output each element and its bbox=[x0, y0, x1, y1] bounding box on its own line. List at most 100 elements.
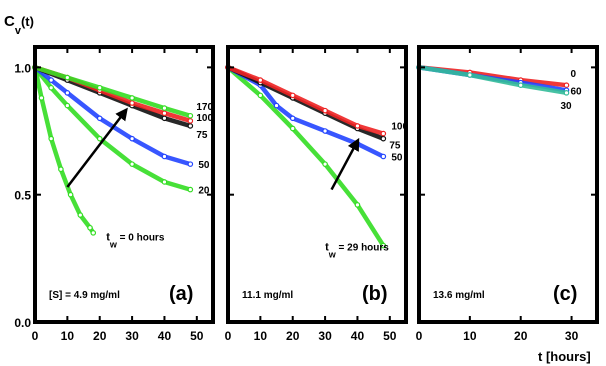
series-end-label: 75 bbox=[196, 130, 208, 141]
tw-annotation-sub: w bbox=[109, 240, 118, 250]
data-point bbox=[48, 84, 54, 91]
data-point bbox=[187, 118, 194, 124]
data-point bbox=[67, 191, 74, 198]
y-axis-label-main: C bbox=[4, 13, 15, 30]
series-end-label: 75 bbox=[389, 141, 401, 152]
series-end-label: 60 bbox=[570, 86, 582, 97]
data-point bbox=[257, 77, 264, 83]
data-point bbox=[161, 179, 168, 185]
x-tick-label: 30 bbox=[125, 329, 139, 343]
data-point bbox=[322, 107, 328, 114]
data-point bbox=[289, 92, 296, 99]
panel-label: (b) bbox=[362, 283, 388, 305]
data-point bbox=[187, 161, 194, 167]
tw-annotation: tw = 0 hours bbox=[106, 232, 165, 250]
annotation-arrow bbox=[330, 137, 360, 191]
x-tick-label: 0 bbox=[225, 329, 232, 343]
data-point bbox=[96, 84, 103, 91]
data-point bbox=[563, 82, 570, 88]
data-point bbox=[322, 128, 328, 134]
tw-annotation-main: t bbox=[106, 232, 110, 244]
data-point bbox=[563, 90, 570, 96]
data-point bbox=[380, 153, 387, 160]
series-end-label: 100 bbox=[196, 113, 213, 124]
y-tick-label: 0.0 bbox=[14, 316, 31, 330]
data-point bbox=[129, 100, 135, 106]
tw-annotation-suffix: = 29 hours bbox=[336, 243, 390, 254]
data-point bbox=[187, 123, 194, 129]
data-point bbox=[87, 224, 93, 231]
y-axis-label-arg: (t) bbox=[21, 14, 34, 29]
data-point bbox=[187, 112, 194, 119]
data-point bbox=[161, 105, 168, 111]
x-tick-label: 0 bbox=[416, 329, 423, 343]
data-point bbox=[64, 102, 71, 109]
x-tick-label: 30 bbox=[318, 329, 332, 343]
concentration-label: [S] = 4.9 mg/ml bbox=[49, 290, 120, 301]
y-axis-label-sub: v bbox=[15, 25, 22, 37]
data-point bbox=[161, 153, 168, 160]
data-point bbox=[58, 166, 64, 173]
series-end-label: 100 bbox=[391, 122, 408, 133]
data-point bbox=[354, 123, 361, 129]
tw-annotation-sub: w bbox=[328, 250, 337, 260]
data-point bbox=[161, 115, 168, 122]
series-end-label: 20 bbox=[198, 186, 210, 197]
x-tick-label: 50 bbox=[383, 329, 397, 343]
series-end-label: 50 bbox=[391, 152, 403, 163]
data-point bbox=[380, 242, 387, 249]
x-tick-label: 40 bbox=[158, 329, 172, 343]
data-point bbox=[257, 92, 264, 99]
x-tick-label: 30 bbox=[565, 329, 579, 343]
x-tick-label: 20 bbox=[286, 329, 300, 343]
data-point bbox=[77, 212, 84, 218]
panel-label: (a) bbox=[169, 283, 193, 305]
data-point bbox=[289, 125, 296, 132]
data-point bbox=[289, 115, 296, 122]
data-point bbox=[380, 130, 387, 137]
data-point bbox=[129, 95, 135, 101]
x-tick-label: 20 bbox=[93, 329, 107, 343]
plot-frame bbox=[417, 45, 599, 324]
concentration-label: 13.6 mg/ml bbox=[433, 290, 485, 301]
series-end-label: 30 bbox=[560, 101, 572, 112]
data-point bbox=[48, 77, 54, 83]
x-tick-label: 0 bbox=[32, 329, 39, 343]
x-tick-label: 10 bbox=[61, 329, 75, 343]
x-tick-label: 50 bbox=[190, 329, 204, 343]
data-point bbox=[322, 161, 328, 167]
data-point bbox=[187, 186, 194, 193]
series-line bbox=[225, 65, 386, 248]
y-tick-label: 1.0 bbox=[14, 61, 31, 75]
series-line bbox=[225, 65, 386, 136]
data-point bbox=[467, 72, 473, 78]
panel-label: (c) bbox=[553, 283, 577, 305]
concentration-label: 11.1 mg/ml bbox=[242, 290, 293, 301]
data-point bbox=[64, 90, 71, 96]
series-line bbox=[416, 65, 569, 96]
tw-annotation-suffix: = 0 hours bbox=[117, 233, 165, 244]
tw-annotation-main: t bbox=[325, 242, 329, 254]
y-tick-label: 0.5 bbox=[14, 189, 31, 203]
series-end-label: 50 bbox=[198, 160, 210, 171]
data-point bbox=[64, 74, 71, 81]
x-tick-label: 10 bbox=[463, 329, 477, 343]
y-axis-label: Cv(t) bbox=[4, 13, 34, 37]
data-point bbox=[161, 110, 168, 117]
data-point bbox=[517, 82, 524, 88]
series-end-label: 0 bbox=[570, 69, 576, 80]
plot-frame bbox=[226, 45, 408, 324]
series-line bbox=[32, 65, 193, 119]
data-point bbox=[380, 135, 387, 142]
series-end-label: 170 bbox=[196, 102, 213, 113]
x-axis-label: t [hours] bbox=[538, 349, 591, 364]
x-tick-label: 10 bbox=[254, 329, 268, 343]
tw-annotation: tw = 29 hours bbox=[325, 242, 389, 260]
data-point bbox=[38, 95, 45, 101]
x-tick-label: 20 bbox=[514, 329, 528, 343]
annotation-arrow bbox=[66, 107, 128, 188]
data-point bbox=[354, 202, 361, 208]
